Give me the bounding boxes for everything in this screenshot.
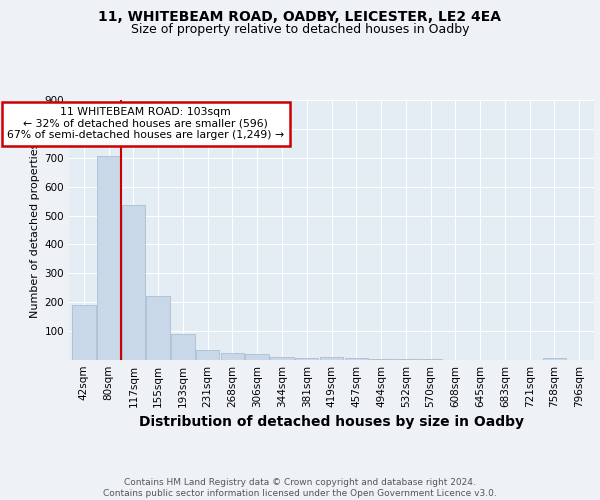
Y-axis label: Number of detached properties: Number of detached properties <box>31 142 40 318</box>
Text: 11, WHITEBEAM ROAD, OADBY, LEICESTER, LE2 4EA: 11, WHITEBEAM ROAD, OADBY, LEICESTER, LE… <box>98 10 502 24</box>
Text: Contains HM Land Registry data © Crown copyright and database right 2024.
Contai: Contains HM Land Registry data © Crown c… <box>103 478 497 498</box>
Bar <box>270 357 294 360</box>
Bar <box>72 305 95 360</box>
Bar <box>542 358 566 360</box>
Bar <box>171 334 194 360</box>
Bar <box>295 358 319 360</box>
Bar <box>97 156 121 360</box>
Bar <box>196 350 220 360</box>
X-axis label: Distribution of detached houses by size in Oadby: Distribution of detached houses by size … <box>139 416 524 430</box>
Bar <box>394 359 418 360</box>
Bar <box>369 359 393 360</box>
Bar <box>221 353 244 360</box>
Bar <box>419 358 442 360</box>
Bar <box>146 296 170 360</box>
Bar <box>122 204 145 360</box>
Bar <box>245 354 269 360</box>
Text: Size of property relative to detached houses in Oadby: Size of property relative to detached ho… <box>131 22 469 36</box>
Bar <box>344 358 368 360</box>
Text: 11 WHITEBEAM ROAD: 103sqm
← 32% of detached houses are smaller (596)
67% of semi: 11 WHITEBEAM ROAD: 103sqm ← 32% of detac… <box>7 107 284 140</box>
Bar <box>320 357 343 360</box>
